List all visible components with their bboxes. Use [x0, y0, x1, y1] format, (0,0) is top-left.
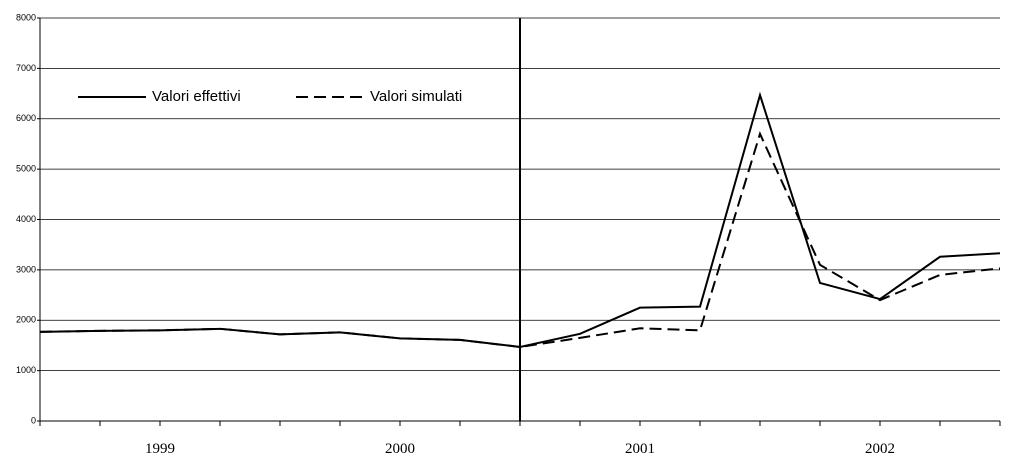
y-tick-label: 1000 — [16, 365, 36, 375]
x-tick-label: 2000 — [385, 441, 415, 457]
series-line — [39, 131, 1001, 348]
y-tick-label: 7000 — [16, 63, 36, 73]
x-tick-label: 2001 — [625, 441, 655, 457]
x-tick-label: 2002 — [865, 441, 895, 457]
y-tick-label: 4000 — [16, 214, 36, 224]
y-tick-label: 3000 — [16, 264, 36, 274]
y-tick-label: 8000 — [16, 12, 36, 22]
y-tick-label: 2000 — [16, 315, 36, 325]
series-line — [39, 91, 1001, 348]
y-tick-label: 0 — [31, 415, 36, 425]
legend-label: Valori simulati — [370, 88, 462, 105]
y-tick-label: 6000 — [16, 113, 36, 123]
x-tick-label: 1999 — [145, 441, 175, 457]
y-tick-label: 5000 — [16, 164, 36, 174]
legend-label: Valori effettivi — [152, 88, 241, 105]
